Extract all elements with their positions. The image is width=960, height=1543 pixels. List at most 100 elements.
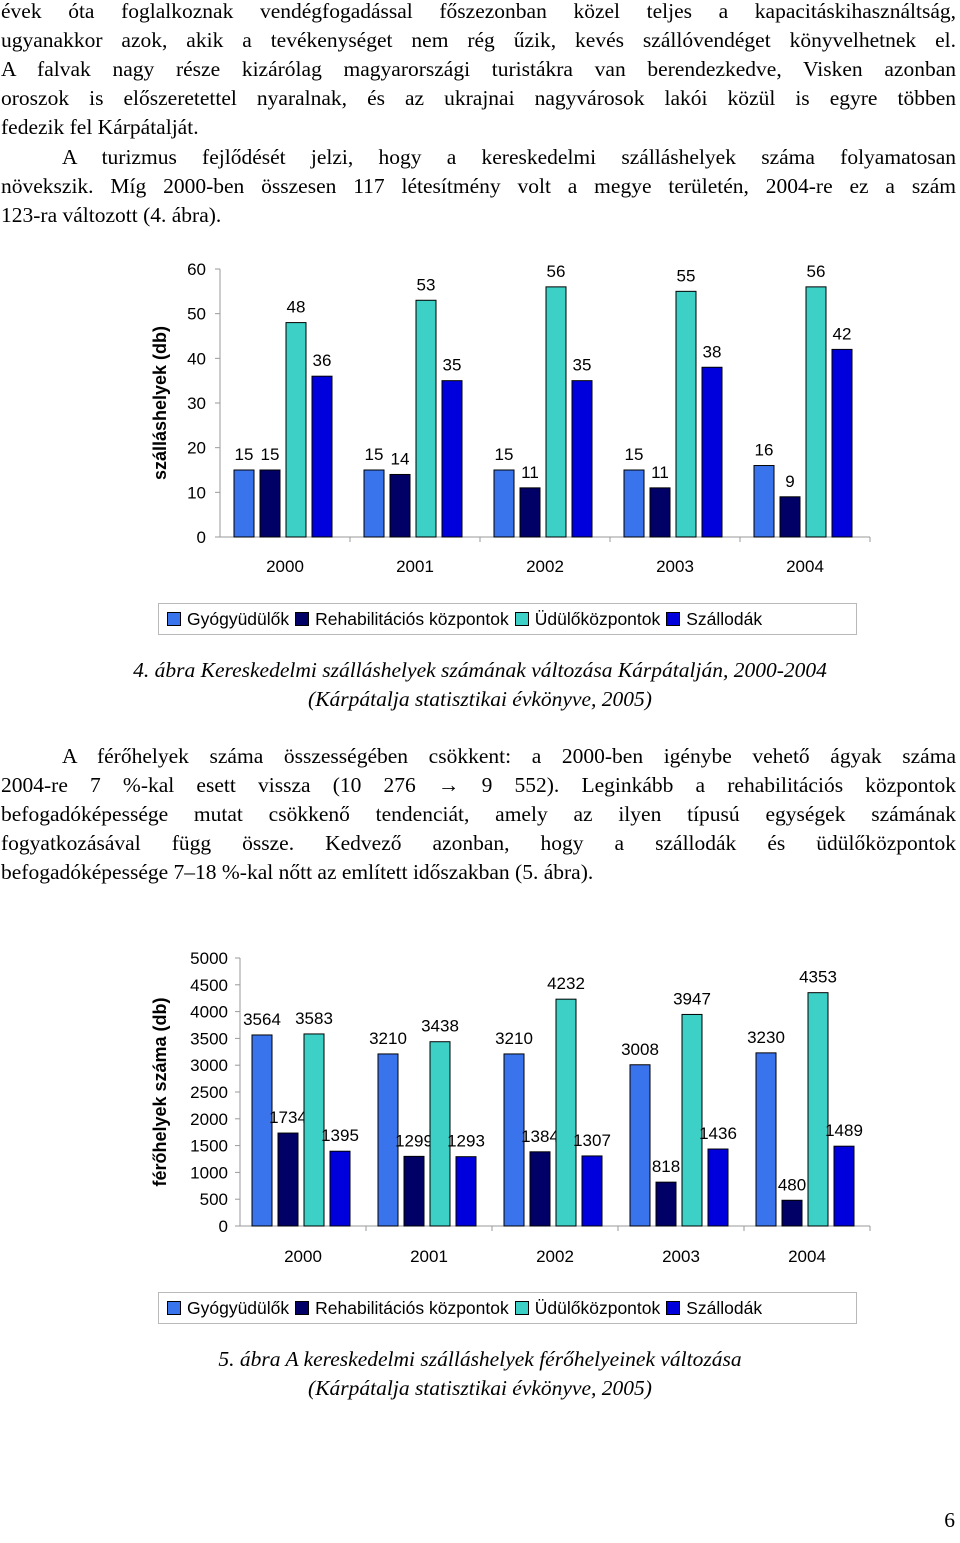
legend-label: Szállodák [686, 1297, 763, 1318]
text-line: oroszok is előszeretettel nyaralnak, és … [1, 86, 956, 110]
text-line: befogadóképessége mutat csökkenő tendenc… [1, 802, 956, 826]
data-label: 3008 [621, 1040, 659, 1059]
bar [259, 469, 281, 538]
bar [277, 1132, 299, 1227]
bar [303, 1033, 325, 1227]
bar [311, 375, 333, 538]
text-line: A turizmus fejlődését jelzi, hogy a kere… [62, 145, 956, 169]
legend-label: Üdülőközpontok [534, 608, 661, 629]
bar [503, 1053, 525, 1227]
text-line: A férőhelyek száma összességében csökken… [62, 744, 956, 768]
data-label: 38 [703, 342, 722, 361]
y-tick-label: 60 [187, 260, 206, 279]
x-tick-label: 2003 [662, 1247, 700, 1266]
bar [403, 1155, 425, 1227]
y-tick-label: 3500 [190, 1029, 228, 1048]
y-tick-label: 500 [200, 1190, 228, 1209]
bar [519, 487, 541, 538]
data-label: 55 [677, 266, 696, 285]
bar [363, 469, 385, 538]
bar [493, 469, 515, 538]
data-label: 3210 [495, 1029, 533, 1048]
data-label: 35 [443, 356, 462, 375]
legend-swatch [295, 612, 310, 626]
data-label: 36 [313, 351, 332, 370]
data-label: 3210 [369, 1029, 407, 1048]
bar [455, 1156, 477, 1227]
data-label: 16 [755, 441, 774, 460]
bar [707, 1148, 729, 1227]
data-label: 1436 [699, 1124, 737, 1143]
y-tick-label: 40 [187, 349, 206, 368]
data-label: 1299 [395, 1131, 433, 1150]
bar [441, 380, 463, 538]
bar [529, 1151, 551, 1227]
y-tick-label: 2000 [190, 1110, 228, 1129]
bar [649, 487, 671, 538]
y-tick-label: 2500 [190, 1083, 228, 1102]
caption-line: (Kárpátalja statisztikai évkönyve, 2005) [308, 1376, 652, 1400]
data-label: 14 [391, 449, 410, 468]
bar [781, 1199, 803, 1227]
y-tick-label: 10 [187, 483, 206, 502]
data-label: 1734 [269, 1108, 307, 1127]
y-tick-label: 50 [187, 305, 206, 324]
legend-item: Rehabilitációs központok [295, 609, 509, 630]
x-tick-label: 2004 [788, 1247, 826, 1266]
x-tick-label: 2002 [536, 1247, 574, 1266]
legend-item: Rehabilitációs központok [295, 1298, 509, 1319]
legend-label: Rehabilitációs központok [315, 608, 509, 629]
data-label: 48 [287, 298, 306, 317]
data-label: 3564 [243, 1010, 281, 1029]
data-label: 1489 [825, 1121, 863, 1140]
figure-5-caption: 5. ábra A kereskedelmi szálláshelyek fér… [0, 1345, 960, 1403]
bar [571, 380, 593, 538]
bar [415, 299, 437, 538]
y-tick-label: 0 [219, 1217, 228, 1236]
legend-item: Szállodák [666, 1298, 762, 1319]
bar [555, 998, 577, 1227]
x-tick-label: 2000 [266, 557, 304, 576]
data-label: 1395 [321, 1126, 359, 1145]
legend-label: Gyógyüdülők [187, 608, 290, 629]
y-tick-label: 20 [187, 439, 206, 458]
text-line: 123-ra változott (4. ábra). [1, 203, 222, 227]
legend-swatch [666, 612, 681, 626]
data-label: 53 [417, 275, 436, 294]
chart-legend: Gyógyüdülők Rehabilitációs központok Üdü… [158, 603, 857, 635]
legend-label: Rehabilitációs központok [315, 1297, 509, 1318]
text-line: fogyatkozásával függ össze. Kedvező azon… [1, 831, 956, 855]
legend-item: Gyógyüdülők [167, 609, 289, 630]
y-tick-label: 0 [197, 528, 206, 547]
legend-swatch [666, 1301, 681, 1315]
bar [581, 1155, 603, 1227]
data-label: 15 [235, 445, 254, 464]
text-line: 2004-re 7 %-kal esett vissza (10 276 → 9… [1, 773, 956, 797]
bar [753, 465, 775, 538]
bar [545, 286, 567, 538]
paragraph-growth: A turizmus fejlődését jelzi, hogy a kere… [1, 143, 956, 230]
x-tick-label: 2001 [396, 557, 434, 576]
caption-line: 4. ábra Kereskedelmi szálláshelyek számá… [133, 658, 827, 682]
data-label: 56 [547, 262, 566, 281]
y-tick-label: 1000 [190, 1163, 228, 1182]
bar [623, 469, 645, 538]
legend-item: Szállodák [666, 609, 762, 630]
paragraph-capacity: A férőhelyek száma összességében csökken… [1, 742, 956, 887]
legend-swatch [514, 612, 529, 626]
data-label: 15 [625, 445, 644, 464]
data-label: 11 [651, 463, 669, 482]
data-label: 3947 [673, 989, 711, 1008]
legend-swatch [167, 612, 181, 626]
legend-label: Szállodák [686, 608, 763, 629]
data-label: 4353 [799, 968, 837, 987]
legend-item: Üdülőközpontok [514, 1297, 661, 1319]
legend-label: Üdülőközpontok [534, 1297, 661, 1318]
data-label: 3230 [747, 1028, 785, 1047]
caption-line: 5. ábra A kereskedelmi szálláshelyek fér… [218, 1347, 742, 1371]
bar [833, 1145, 855, 1227]
bar [755, 1052, 777, 1227]
bar [655, 1181, 677, 1227]
y-tick-label: 3000 [190, 1056, 228, 1075]
y-tick-label: 30 [187, 394, 206, 413]
